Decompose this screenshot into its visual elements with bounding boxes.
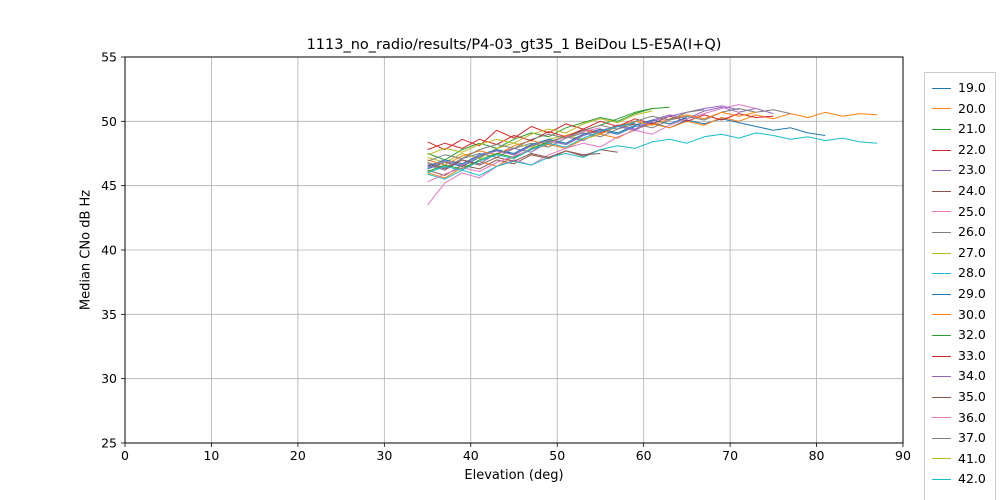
legend-item: 28.0 [925,263,995,284]
legend-item: 26.0 [925,222,995,243]
series-line-28.0 [427,132,878,180]
legend: 19.0 20.0 21.0 22.0 23.0 24.0 25.0 26.0 27.0 28.0… [924,72,996,500]
series-line-21.0 [427,106,670,161]
x-tick-label: 0 [121,448,129,463]
legend-item: 42.0 [925,469,995,490]
series-line-37.0 [427,109,705,162]
legend-label: 20.0 [958,100,986,116]
x-tick-label: 80 [809,448,825,463]
legend-line-swatch [932,87,951,89]
legend-item: 41.0 [925,449,995,470]
y-tick-label: 35 [101,307,117,322]
legend-label: 24.0 [958,183,986,199]
x-axis-label: Elevation (deg) [464,468,564,483]
legend-line-swatch [932,273,951,275]
legend-label: 33.0 [958,347,986,363]
legend-line-swatch [932,170,951,172]
legend-label: 27.0 [958,244,986,260]
legend-line-swatch [932,108,951,110]
y-tick-label: 45 [101,178,117,193]
y-tick-label: 55 [101,50,117,65]
x-tick-label: 40 [463,448,479,463]
series-line-41.0 [427,110,653,156]
series-line-30.0 [427,111,757,166]
series-line-33.0 [427,123,636,151]
legend-item: 35.0 [925,387,995,408]
legend-line-swatch [932,417,951,419]
legend-item: 37.0 [925,428,995,449]
legend-label: 34.0 [958,368,986,384]
legend-label: 28.0 [958,265,986,281]
legend-item: 25.0 [925,202,995,223]
legend-line-swatch [932,231,951,233]
series-line-29.0 [427,117,688,167]
series-line-32.0 [427,108,653,172]
legend-label: 23.0 [958,162,986,178]
legend-label: 42.0 [958,471,986,487]
legend-line-swatch [932,314,951,316]
legend-line-swatch [932,458,951,460]
legend-line-swatch [932,396,951,398]
legend-label: 26.0 [958,224,986,240]
y-tick-label: 50 [101,114,117,129]
x-tick-label: 20 [290,448,306,463]
legend-label: 36.0 [958,409,986,425]
legend-item: 24.0 [925,181,995,202]
legend-line-swatch [932,252,951,254]
legend-item: 36.0 [925,408,995,429]
x-tick-label: 70 [722,448,738,463]
legend-label: 25.0 [958,203,986,219]
legend-line-swatch [932,293,951,295]
legend-item: 19.0 [925,78,995,99]
legend-line-swatch [932,190,951,192]
legend-label: 41.0 [958,450,986,466]
legend-item: 27.0 [925,243,995,264]
legend-item: 30.0 [925,305,995,326]
y-tick-label: 30 [101,371,117,386]
chart-title: 1113_no_radio/results/P4-03_gt35_1 BeiDo… [306,37,722,53]
legend-item: 20.0 [925,99,995,120]
legend-line-swatch [932,149,951,151]
series-line-34.0 [427,105,739,169]
legend-item: 33.0 [925,346,995,367]
legend-label: 32.0 [958,327,986,343]
legend-item: 29.0 [925,284,995,305]
series-line-26.0 [427,108,791,169]
x-tick-label: 10 [203,448,219,463]
legend-label: 21.0 [958,121,986,137]
legend-item: 22.0 [925,140,995,161]
series-line-35.0 [427,150,601,170]
legend-label: 37.0 [958,430,986,446]
y-tick-label: 40 [101,243,117,258]
legend-line-swatch [932,376,951,378]
y-axis-label: Median CNo dB Hz [78,189,94,311]
legend-line-swatch [932,437,951,439]
legend-label: 35.0 [958,388,986,404]
y-tick-label: 25 [101,436,117,451]
legend-line-swatch [932,355,951,357]
legend-line-swatch [932,334,951,336]
series-line-42.0 [427,122,636,174]
legend-item: 23.0 [925,160,995,181]
legend-item: 32.0 [925,325,995,346]
x-tick-label: 90 [895,448,911,463]
series-line-25.0 [427,104,757,206]
legend-item: 21.0 [925,119,995,140]
legend-label: 29.0 [958,285,986,301]
legend-label: 30.0 [958,306,986,322]
legend-label: 19.0 [958,80,986,96]
legend-line-swatch [932,128,951,130]
legend-line-swatch [932,211,951,213]
x-tick-label: 30 [376,448,392,463]
legend-item: 34.0 [925,366,995,387]
x-tick-label: 60 [636,448,652,463]
legend-label: 22.0 [958,141,986,157]
legend-line-swatch [932,479,951,481]
x-tick-label: 50 [549,448,565,463]
